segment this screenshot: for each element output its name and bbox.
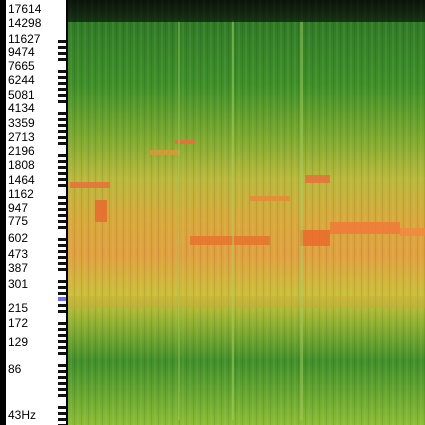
piano-key [58, 412, 66, 415]
frequency-label: 2196 [8, 144, 35, 158]
piano-key [58, 346, 66, 349]
piano-key [58, 292, 66, 295]
piano-key [58, 370, 66, 373]
frequency-label: 7665 [8, 59, 35, 73]
frequency-label: 14298 [8, 16, 42, 30]
piano-key [58, 268, 66, 271]
piano-key [58, 352, 66, 355]
piano-key [58, 160, 66, 163]
frequency-labels: 1761414298116279474766562445081413433592… [8, 2, 42, 422]
piano-key [58, 112, 66, 115]
piano-key [58, 142, 66, 145]
piano-key [58, 280, 66, 283]
piano-key [58, 322, 66, 325]
frequency-label: 1162 [8, 187, 34, 201]
piano-keys [58, 40, 66, 425]
piano-key [58, 382, 66, 385]
piano-key [58, 184, 66, 187]
frequency-label: 86 [8, 362, 22, 376]
frequency-label: 2713 [8, 130, 35, 144]
piano-key [58, 244, 66, 247]
frequency-label: 17614 [8, 2, 42, 16]
divider [66, 0, 68, 425]
piano-key [58, 340, 66, 343]
piano-key [58, 214, 66, 217]
piano-key [58, 172, 66, 175]
frequency-label: 43Hz [8, 408, 36, 422]
piano-key [58, 154, 66, 157]
frequency-label: 5081 [8, 88, 35, 102]
piano-key [58, 70, 66, 73]
piano-key [58, 76, 66, 79]
frequency-label: 602 [8, 231, 28, 245]
piano-key [58, 334, 66, 337]
piano-key [58, 100, 66, 103]
piano-key [58, 238, 66, 241]
panel-edge [0, 0, 6, 425]
piano-key [58, 202, 66, 205]
spectrogram-texture [68, 0, 425, 425]
frequency-label: 301 [8, 277, 28, 291]
streaks [68, 0, 425, 420]
key-highlight [58, 297, 66, 301]
piano-key [58, 196, 66, 199]
piano-key [58, 208, 66, 211]
frequency-label: 387 [8, 261, 28, 275]
piano-key [58, 220, 66, 223]
frequency-label: 1464 [8, 173, 35, 187]
frequency-label: 4134 [8, 101, 35, 115]
piano-key [58, 124, 66, 127]
axis-panel [0, 0, 66, 425]
piano-key [58, 376, 66, 379]
piano-key [58, 418, 66, 421]
piano-key [58, 328, 66, 331]
piano-key [58, 58, 66, 61]
piano-key [58, 304, 66, 307]
frequency-label: 9474 [8, 45, 35, 59]
piano-key [58, 262, 66, 265]
frequency-label: 775 [8, 214, 28, 228]
piano-key [58, 130, 66, 133]
frequency-label: 473 [8, 247, 28, 261]
frequency-label: 6244 [8, 73, 35, 87]
piano-key [58, 82, 66, 85]
frequency-label: 947 [8, 201, 28, 215]
piano-key [58, 52, 66, 55]
frequency-label: 11627 [8, 32, 41, 46]
piano-key [58, 40, 66, 43]
piano-key [58, 178, 66, 181]
frequency-label: 3359 [8, 116, 35, 130]
piano-key [58, 364, 66, 367]
piano-key [58, 286, 66, 289]
frequency-label: 1808 [8, 158, 35, 172]
piano-key [58, 118, 66, 121]
piano-key [58, 166, 66, 169]
piano-key [58, 94, 66, 97]
piano-key [58, 406, 66, 409]
frequency-label: 129 [8, 335, 28, 349]
frequency-label: 215 [8, 301, 28, 315]
piano-key [58, 394, 66, 397]
piano-key [58, 46, 66, 49]
piano-key [58, 136, 66, 139]
piano-key [58, 88, 66, 91]
piano-key [58, 388, 66, 391]
piano-key [58, 250, 66, 253]
piano-key [58, 226, 66, 229]
piano-key [58, 310, 66, 313]
piano-key [58, 256, 66, 259]
frequency-label: 172 [8, 316, 28, 330]
